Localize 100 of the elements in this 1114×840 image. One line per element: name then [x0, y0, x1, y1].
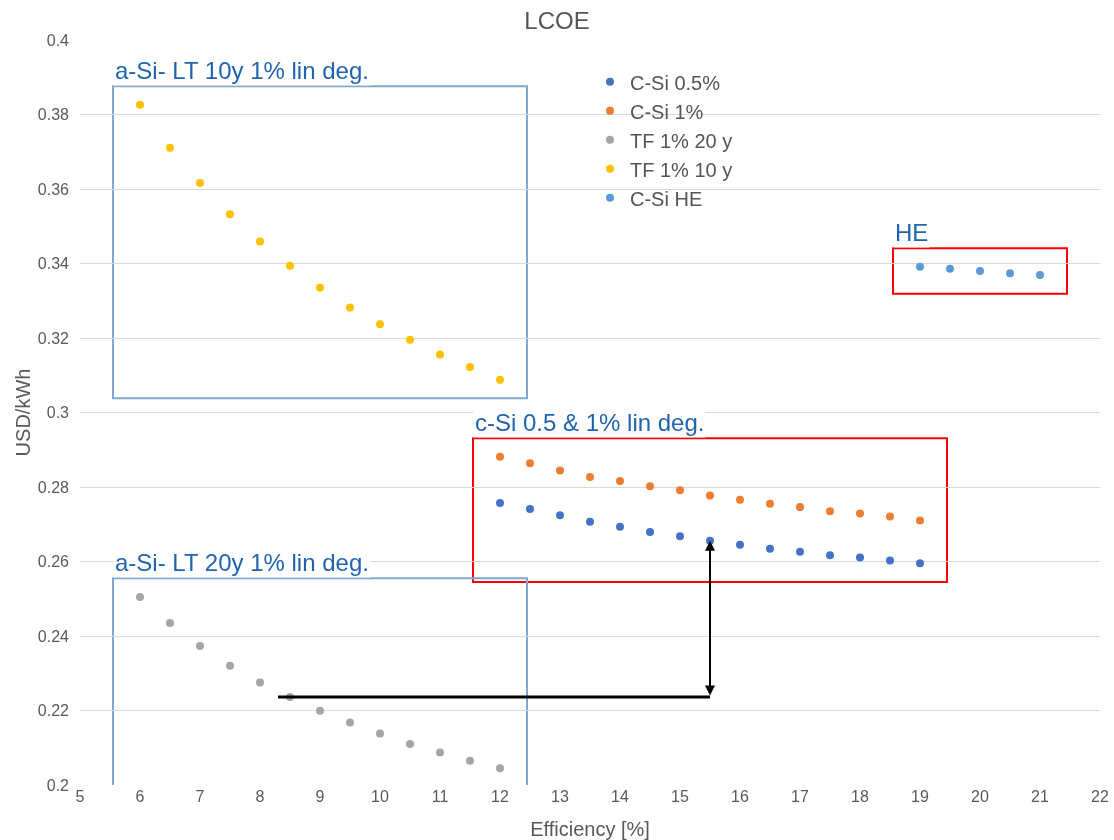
- point: [916, 516, 924, 525]
- point: [916, 262, 924, 271]
- point: [616, 522, 624, 531]
- point: [166, 143, 174, 152]
- point: [256, 678, 264, 687]
- y-tick-label: 0.24: [37, 627, 70, 645]
- y-tick-label: 0.28: [37, 478, 70, 496]
- point: [226, 661, 234, 670]
- point: [736, 540, 744, 549]
- point: [466, 756, 474, 765]
- point: [256, 237, 264, 246]
- x-tick-label: 8: [255, 788, 265, 805]
- point: [1006, 269, 1014, 278]
- point: [676, 532, 684, 541]
- point: [886, 556, 894, 565]
- point: [496, 452, 504, 461]
- chart-title: LCOE: [524, 7, 590, 35]
- point: [556, 466, 564, 475]
- point: [136, 592, 144, 601]
- x-axis-title: Efficiency [%]: [530, 818, 650, 840]
- point: [796, 547, 804, 556]
- point: [376, 729, 384, 738]
- point: [946, 264, 954, 273]
- x-tick-label: 12: [491, 788, 509, 805]
- point: [496, 375, 504, 384]
- point: [646, 528, 654, 537]
- annotation: HE: [895, 219, 929, 246]
- x-tick-label: 9: [315, 788, 325, 805]
- x-tick-label: 6: [135, 788, 145, 805]
- point: [796, 503, 804, 512]
- point: [526, 504, 534, 513]
- point: [136, 100, 144, 109]
- annotation: c-Si 0.5 & 1% lin deg.: [475, 409, 705, 436]
- x-tick-label: 13: [551, 788, 569, 805]
- x-tick-label: 16: [731, 788, 749, 805]
- annotation: a-Si- LT 20y 1% lin deg.: [115, 549, 369, 576]
- point: [376, 320, 384, 329]
- x-tick-label: 15: [671, 788, 689, 805]
- point: [766, 499, 774, 508]
- point: [586, 517, 594, 526]
- point: [586, 472, 594, 481]
- point: [406, 335, 414, 344]
- y-tick-label: 0.2: [46, 776, 70, 794]
- point: [466, 363, 474, 372]
- x-tick-label: 17: [791, 788, 809, 805]
- point: [346, 718, 354, 727]
- point: [226, 210, 234, 219]
- point: [736, 495, 744, 504]
- x-tick-label: 19: [911, 788, 929, 805]
- legend-label: C-Si 1%: [630, 100, 704, 123]
- point: [916, 559, 924, 568]
- x-tick-label: 10: [371, 788, 389, 805]
- point: [526, 459, 534, 468]
- y-tick-label: 0.34: [37, 255, 70, 273]
- x-tick-label: 7: [195, 788, 205, 805]
- x-tick-label: 14: [611, 788, 629, 805]
- point: [826, 507, 834, 516]
- point: [826, 551, 834, 560]
- point: [406, 740, 414, 749]
- point: [436, 748, 444, 757]
- point: [976, 266, 984, 275]
- y-axis-title: USD/kWh: [12, 368, 34, 457]
- y-tick-label: 0.22: [37, 702, 70, 720]
- point: [496, 499, 504, 508]
- point: [436, 350, 444, 359]
- point: [196, 179, 204, 188]
- x-tick-label: 11: [431, 788, 449, 805]
- y-tick-label: 0.3: [46, 404, 70, 422]
- point: [316, 706, 324, 715]
- x-tick-label: 5: [75, 788, 85, 805]
- point: [676, 486, 684, 495]
- point: [286, 261, 294, 270]
- y-tick-label: 0.36: [37, 180, 70, 198]
- legend-label: C-Si HE: [630, 187, 703, 210]
- point: [856, 509, 864, 518]
- point: [856, 553, 864, 562]
- x-tick-label: 20: [971, 788, 989, 805]
- point: [346, 303, 354, 312]
- point: [496, 764, 504, 773]
- x-tick-label: 21: [1031, 788, 1049, 805]
- point: [316, 283, 324, 292]
- point: [1036, 271, 1044, 280]
- point: [166, 618, 174, 627]
- y-tick-label: 0.32: [37, 329, 70, 347]
- point: [706, 491, 714, 500]
- annotation: a-Si- LT 10y 1% lin deg.: [115, 57, 369, 84]
- point: [766, 544, 774, 553]
- point: [646, 482, 654, 491]
- x-tick-label: 18: [851, 788, 869, 805]
- y-tick-label: 0.4: [46, 31, 70, 49]
- legend-label: TF 1% 20 y: [630, 129, 733, 152]
- y-tick-label: 0.38: [37, 106, 70, 124]
- point: [196, 642, 204, 651]
- point: [556, 511, 564, 520]
- legend-label: C-Si 0.5%: [630, 71, 721, 94]
- point: [886, 512, 894, 521]
- y-tick-label: 0.26: [37, 553, 70, 571]
- point: [616, 477, 624, 486]
- legend-label: TF 1% 10 y: [630, 158, 733, 181]
- x-tick-label: 22: [1091, 788, 1109, 805]
